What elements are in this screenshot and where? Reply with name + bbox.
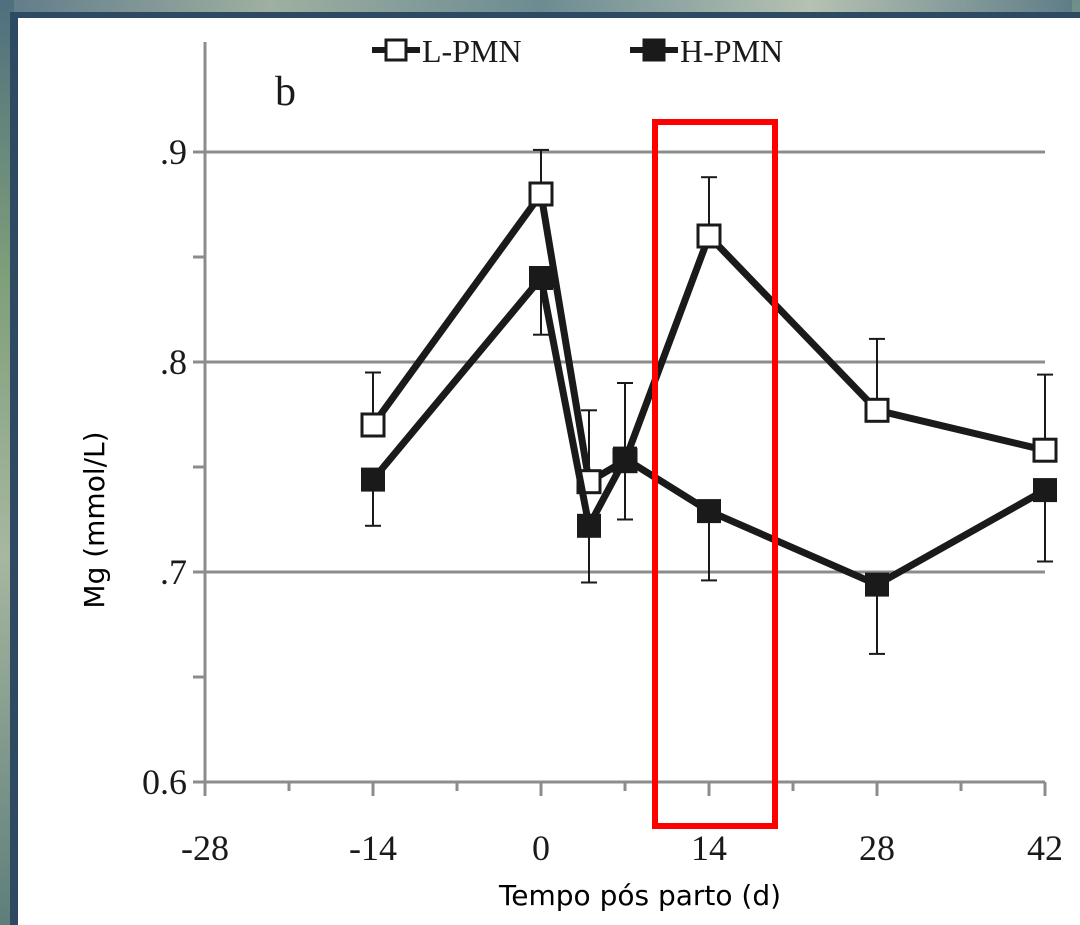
open-square-marker xyxy=(864,397,890,423)
x-tick-label: -28 xyxy=(181,828,229,868)
panel-letter: b xyxy=(275,69,296,115)
y-axis-label: Mg (mmol/L) xyxy=(78,431,111,608)
filled-square-marker xyxy=(613,446,637,471)
x-tick-label: 0 xyxy=(532,828,550,868)
slide-frame-left xyxy=(10,12,19,925)
legend-filled-square-marker xyxy=(642,38,666,62)
axis-layer xyxy=(193,42,1047,796)
x-tick-label: 42 xyxy=(1027,828,1063,868)
filled-square-marker xyxy=(1033,478,1057,503)
x-axis-label: Tempo pós parto (d) xyxy=(498,879,781,912)
filled-square-marker xyxy=(697,499,721,524)
x-tick-label: 14 xyxy=(691,828,727,868)
open-square-marker xyxy=(696,223,722,249)
legend-label-h-pmn: H-PMN xyxy=(680,33,783,69)
highlight-box xyxy=(652,119,778,829)
series-h-pmn xyxy=(361,266,1057,655)
open-square-marker xyxy=(360,412,386,438)
open-square-marker xyxy=(528,181,554,207)
x-tick-label: 28 xyxy=(859,828,895,868)
filled-square-marker xyxy=(577,513,601,538)
legend: L-PMN H-PMN xyxy=(372,33,783,69)
filled-square-marker xyxy=(529,266,553,290)
y-tick-label: .8 xyxy=(160,342,187,382)
series-layer xyxy=(360,148,1058,655)
filled-square-marker xyxy=(865,572,889,597)
series-l-pmn xyxy=(360,148,1058,495)
y-tick-label: .7 xyxy=(160,552,187,592)
x-tick-label: -14 xyxy=(349,828,397,868)
y-tick-label: .9 xyxy=(160,132,187,172)
label-layer: 0.6 .7 .8 .9 -28 -14 0 14 28 42 xyxy=(142,132,1063,868)
filled-square-marker xyxy=(361,467,385,492)
y-tick-label: 0.6 xyxy=(142,762,187,802)
slide-frame-top xyxy=(10,12,1080,20)
chart-panel xyxy=(18,18,1080,925)
legend-label-l-pmn: L-PMN xyxy=(422,33,522,69)
legend-open-square-marker xyxy=(384,38,408,62)
open-square-marker xyxy=(1032,437,1058,463)
